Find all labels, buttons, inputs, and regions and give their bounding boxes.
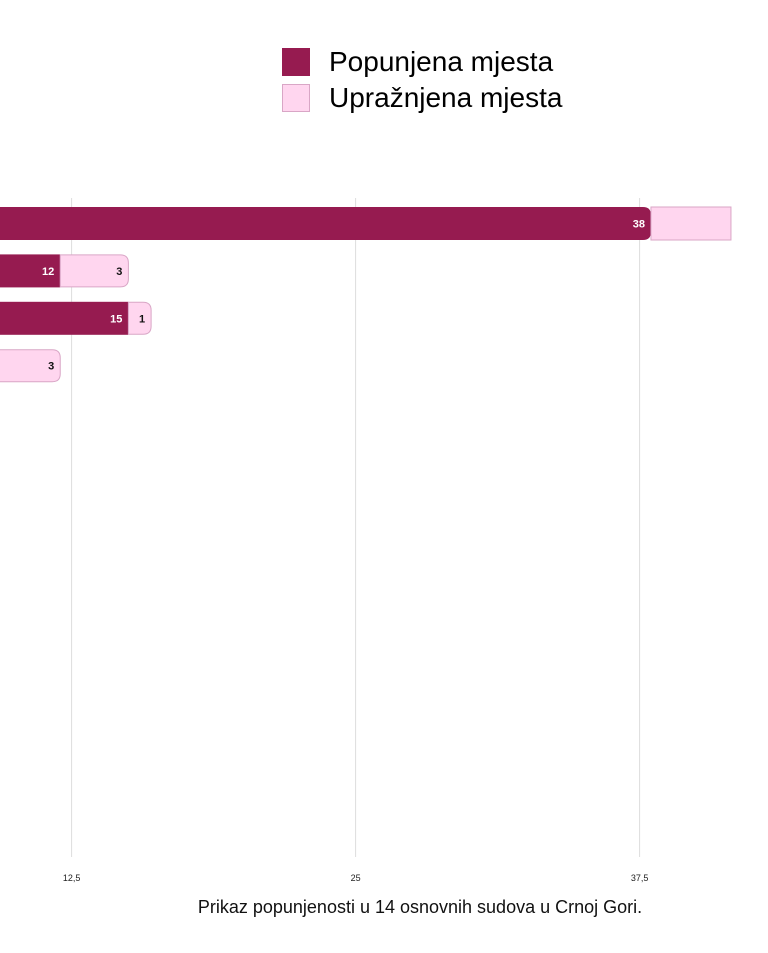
bar-vacant (127, 301, 152, 335)
grid-lines (71, 198, 641, 857)
bar-vacant-label: 3 (48, 361, 54, 373)
legend-label-filled: Popunjena mjesta (329, 46, 554, 77)
legend-item-filled: Popunjena mjesta (282, 44, 562, 80)
bars: 3812315193453 (0, 206, 732, 383)
bar-vacant (0, 349, 61, 383)
bar-filled (0, 254, 61, 288)
bar-vacant-label: 1 (139, 313, 145, 325)
bar-filled-label: 12 (42, 266, 54, 278)
bar-row: 15 1 (0, 301, 152, 335)
legend-swatch-filled (282, 48, 310, 76)
bar-filled (0, 301, 129, 335)
bar-vacant (650, 206, 732, 241)
x-tick-label: 25 (351, 873, 361, 883)
legend-label-vacant: Upražnjena mjesta (329, 82, 563, 113)
legend-swatch-vacant (282, 84, 310, 112)
x-tick-labels: 12,5 25 37,5 (63, 873, 649, 883)
chart-caption: Prikaz popunjenosti u 14 osnovnih sudova… (197, 897, 643, 917)
bar-row: 12 3 (0, 254, 129, 288)
bar-filled-label: 38 (633, 219, 645, 231)
bar-row: 38 (0, 206, 732, 241)
bar-vacant (59, 254, 129, 288)
bar-filled (0, 207, 651, 240)
chart-legend: Popunjena mjesta Upražnjena mjesta (282, 44, 562, 116)
bar-row: 93 (0, 349, 61, 383)
x-tick-label: 12,5 (63, 873, 81, 883)
x-tick-label: 37,5 (631, 873, 649, 883)
legend-item-vacant: Upražnjena mjesta (282, 80, 562, 116)
bar-filled-label: 15 (110, 313, 122, 325)
bar-vacant-label: 3 (116, 266, 122, 278)
